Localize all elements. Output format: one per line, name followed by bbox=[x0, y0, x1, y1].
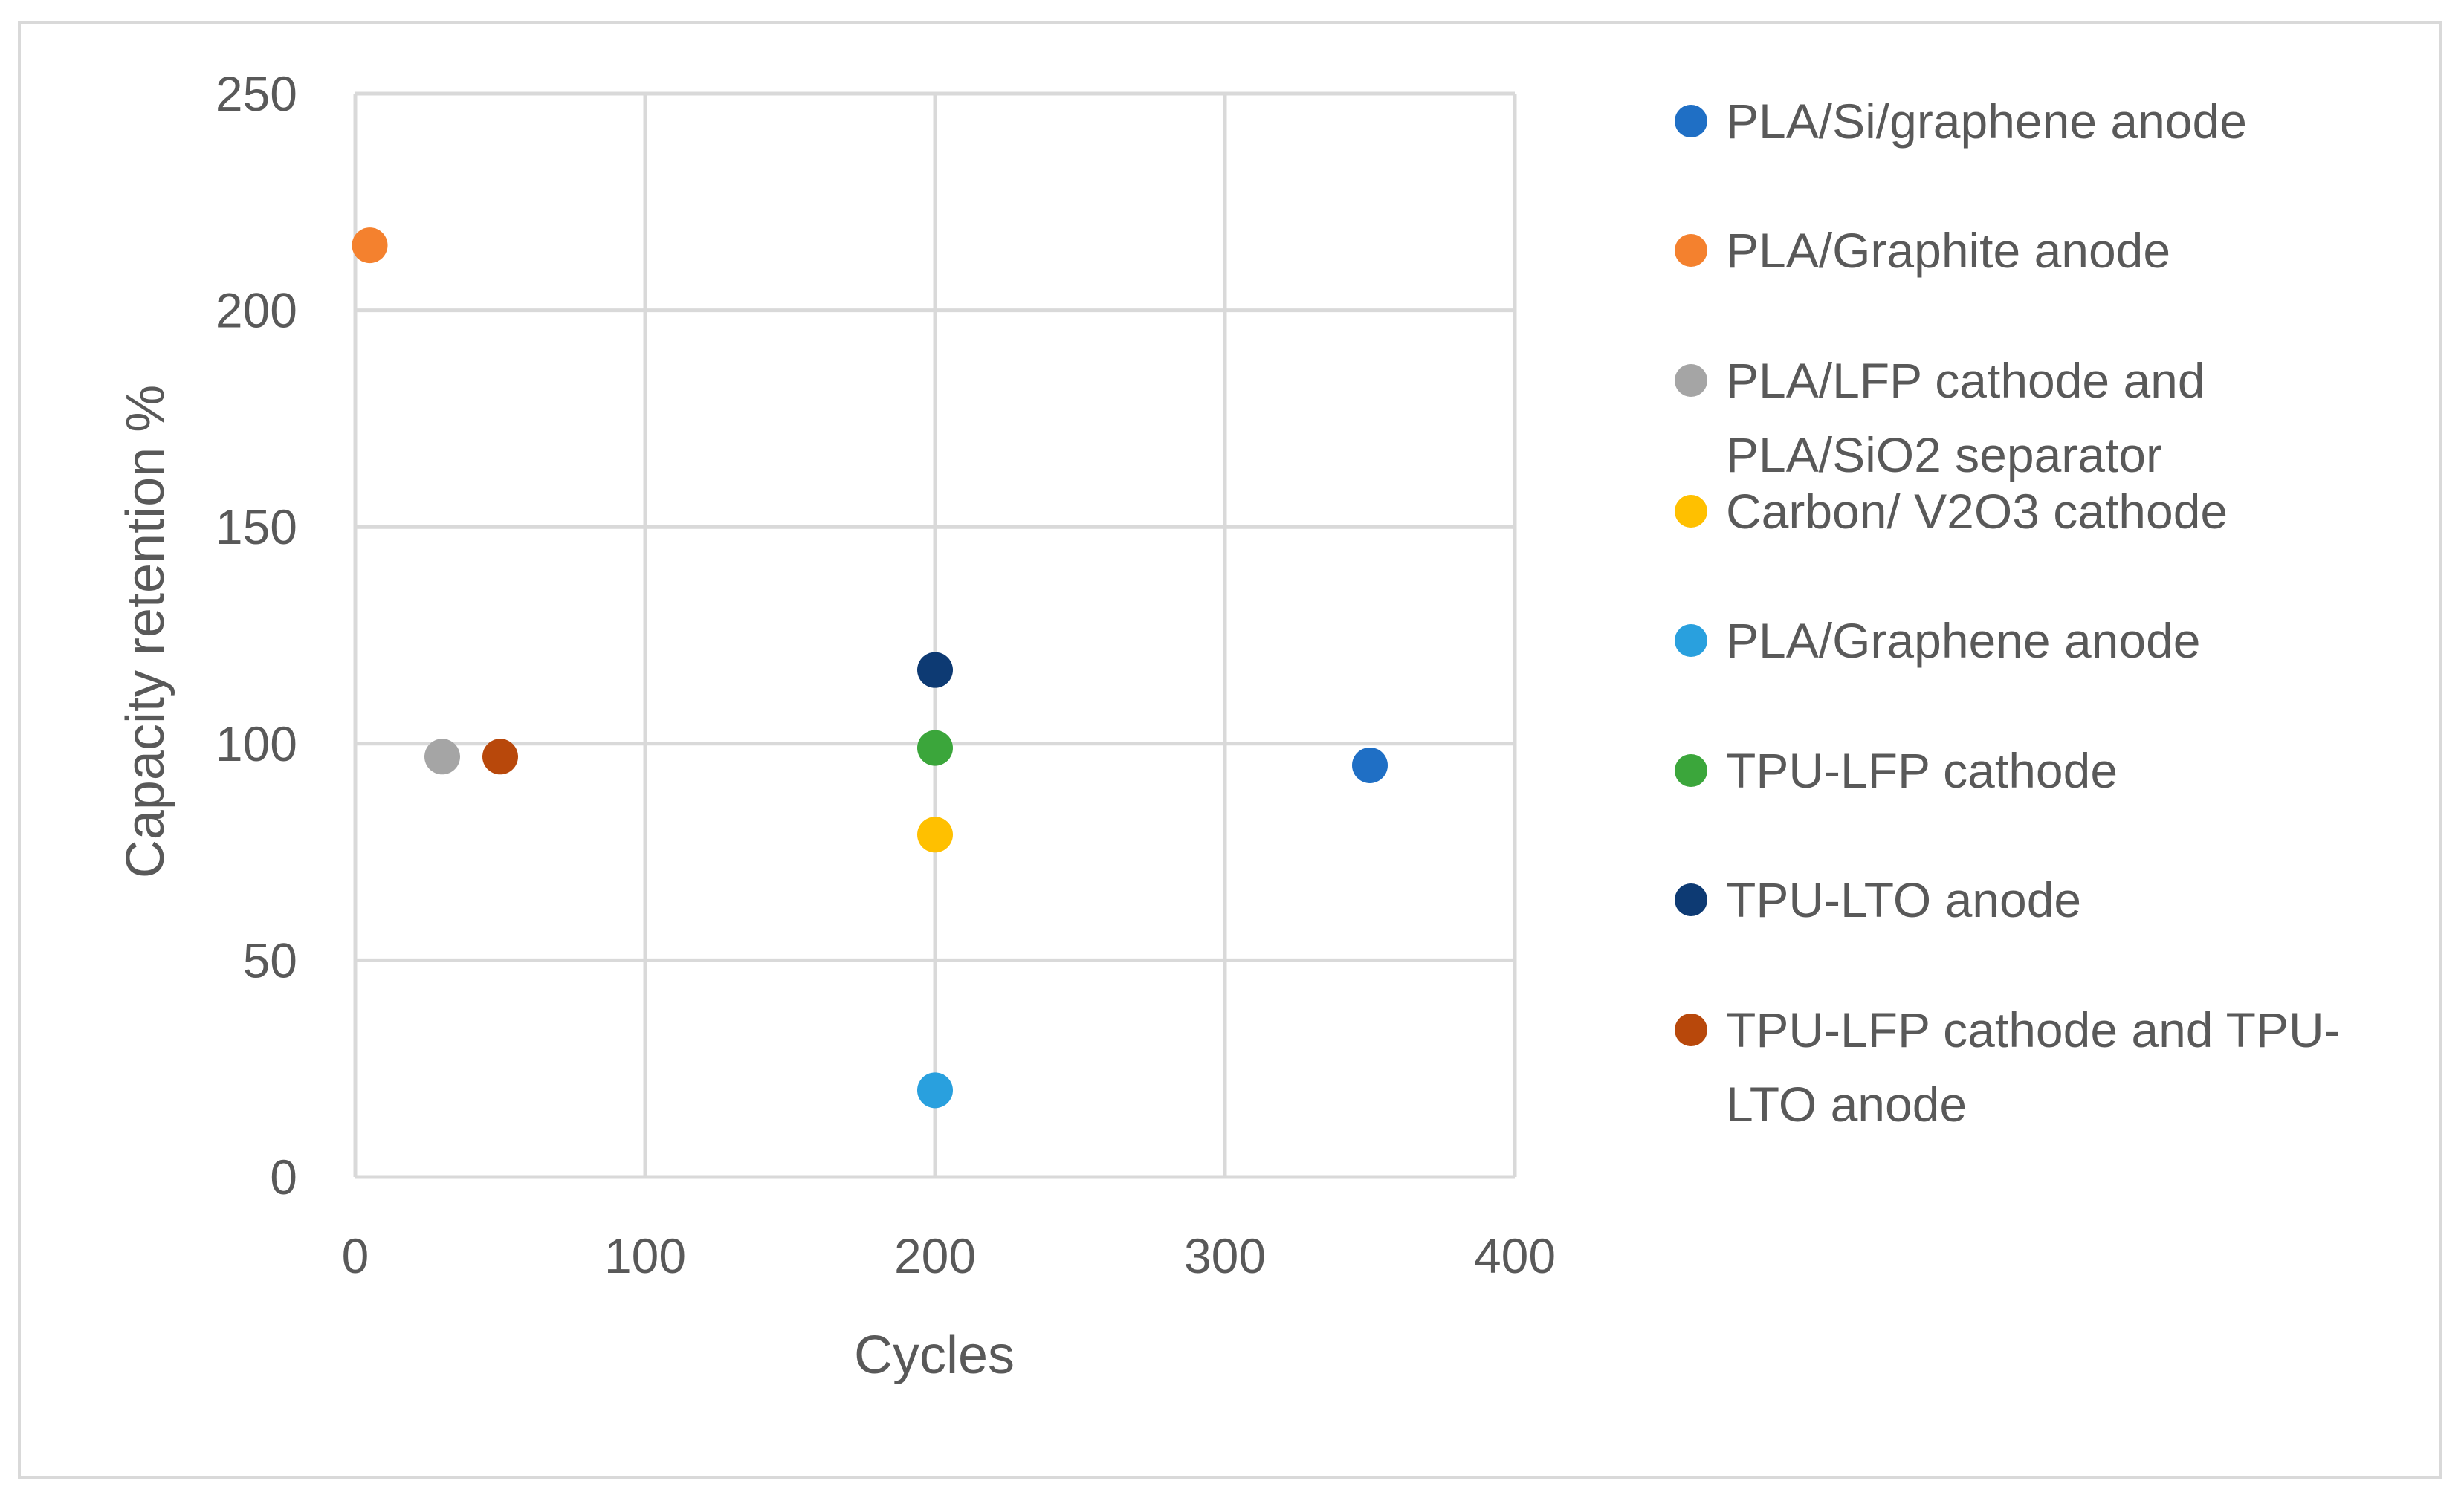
legend-marker bbox=[1675, 883, 1707, 916]
y-tick-label: 50 bbox=[243, 933, 297, 988]
data-point bbox=[917, 817, 953, 853]
legend-item: PLA/LFP cathode and PLA/SiO2 separator bbox=[1675, 353, 2205, 482]
x-tick-label: 0 bbox=[342, 1228, 369, 1283]
legend-marker bbox=[1675, 105, 1707, 137]
legend-marker bbox=[1675, 234, 1707, 267]
y-tick-label: 200 bbox=[216, 283, 297, 338]
legend-label: PLA/SiO2 separator bbox=[1726, 427, 2162, 482]
legend-label: TPU-LTO anode bbox=[1726, 872, 2081, 927]
x-tick-label: 300 bbox=[1184, 1228, 1266, 1283]
chart-frame bbox=[18, 21, 2442, 1479]
data-point bbox=[352, 227, 388, 264]
y-tick-label: 0 bbox=[270, 1150, 297, 1204]
legend: PLA/Si/graphene anode PLA/Graphite anode P… bbox=[1675, 94, 2341, 1132]
legend-label: TPU-LFP cathode bbox=[1726, 743, 2118, 798]
grid bbox=[353, 91, 1517, 1179]
x-axis-title: Cycles bbox=[854, 1326, 1015, 1385]
data-points bbox=[352, 227, 1388, 1109]
legend-marker bbox=[1675, 754, 1707, 787]
legend-label: Carbon/ V2O3 cathode bbox=[1726, 484, 2228, 539]
legend-label: PLA/LFP cathode and bbox=[1726, 353, 2205, 408]
legend-item: Carbon/ V2O3 cathode bbox=[1675, 484, 2228, 539]
legend-label: TPU-LFP cathode and TPU- bbox=[1726, 1002, 2341, 1057]
legend-item: PLA/Si/graphene anode bbox=[1675, 94, 2247, 149]
legend-label: LTO anode bbox=[1726, 1077, 1967, 1132]
legend-item: TPU-LFP cathode bbox=[1675, 743, 2118, 798]
legend-item: PLA/Graphene anode bbox=[1675, 613, 2201, 668]
legend-label: PLA/Graphite anode bbox=[1726, 223, 2170, 278]
legend-marker bbox=[1675, 495, 1707, 528]
x-tick-label: 100 bbox=[604, 1228, 686, 1283]
data-point bbox=[917, 652, 953, 688]
data-point bbox=[482, 739, 518, 775]
y-tick-label: 100 bbox=[216, 716, 297, 771]
data-point bbox=[1352, 747, 1388, 783]
data-point bbox=[917, 1072, 953, 1109]
legend-label: PLA/Graphene anode bbox=[1726, 613, 2201, 668]
x-tick-label: 400 bbox=[1474, 1228, 1556, 1283]
y-tick-label: 250 bbox=[216, 66, 297, 121]
legend-label: PLA/Si/graphene anode bbox=[1726, 94, 2247, 149]
data-point bbox=[424, 739, 460, 775]
legend-item: PLA/Graphite anode bbox=[1675, 223, 2170, 278]
y-axis-title: Capacity retention % bbox=[116, 385, 175, 878]
x-tick-label: 200 bbox=[894, 1228, 976, 1283]
tick-labels: 0 50 100 150 200 250 0 100 200 300 400 bbox=[216, 66, 1556, 1283]
data-point bbox=[917, 730, 953, 766]
y-tick-label: 150 bbox=[216, 499, 297, 554]
legend-item: TPU-LTO anode bbox=[1675, 872, 2081, 927]
legend-marker bbox=[1675, 624, 1707, 657]
legend-marker bbox=[1675, 364, 1707, 397]
legend-marker bbox=[1675, 1014, 1707, 1046]
legend-item: TPU-LFP cathode and TPU- LTO anode bbox=[1675, 1002, 2341, 1132]
